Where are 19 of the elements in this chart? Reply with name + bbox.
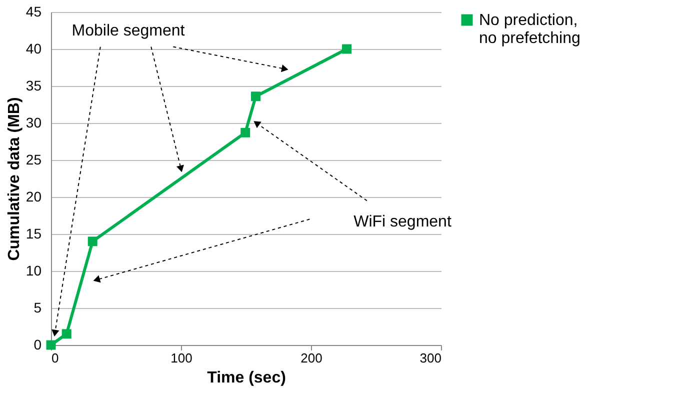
x-tick-label: 100	[170, 350, 192, 366]
annotation: WiFi segment	[354, 213, 452, 230]
y-tick-label: 10	[26, 262, 42, 278]
y-tick-label: 15	[26, 226, 42, 242]
x-axis-title: Time (sec)	[207, 370, 286, 386]
x-tick-label: 200	[300, 350, 322, 366]
y-tick-label: 40	[26, 40, 42, 56]
legend-label: No prediction, no prefetching	[479, 12, 580, 47]
annotation: Mobile segment	[72, 22, 186, 40]
y-tick-label: 0	[34, 336, 42, 352]
y-axis-title: Cumulative data (MB)	[6, 97, 23, 261]
y-tick-label: 20	[26, 188, 42, 204]
y-tick-label: 5	[34, 300, 42, 316]
y-tick-label: 25	[26, 152, 42, 168]
x-tick-label: 300	[420, 350, 442, 366]
y-tick-label: 35	[26, 78, 42, 94]
y-tick-label: 45	[26, 4, 42, 20]
x-tick-label: 0	[52, 350, 59, 366]
y-tick-label: 30	[26, 114, 42, 130]
